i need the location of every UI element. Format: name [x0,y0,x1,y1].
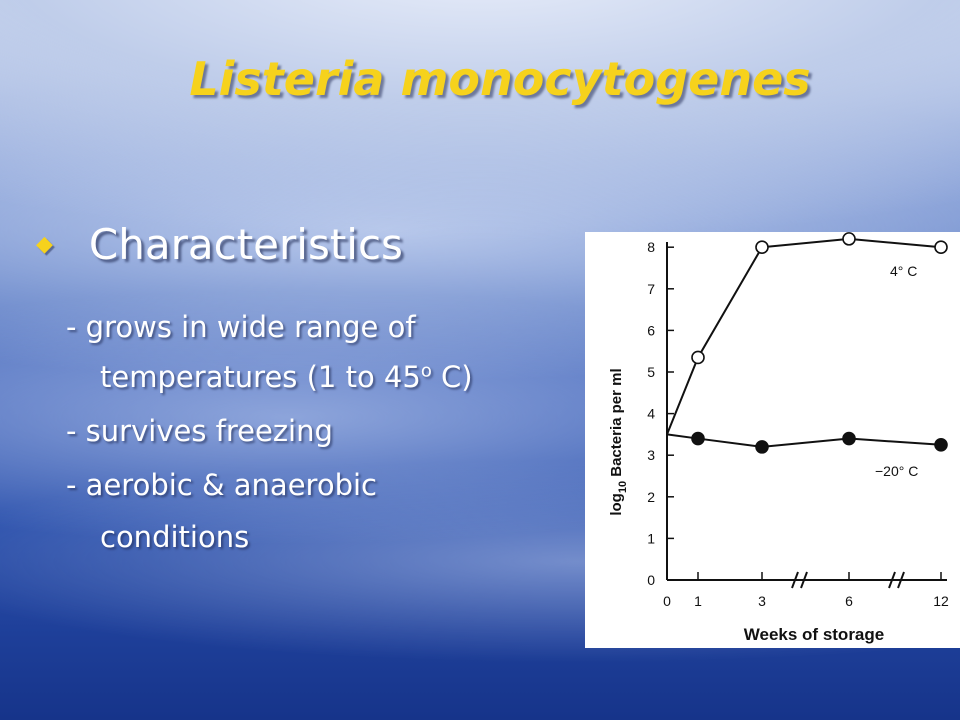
data-point-open [842,232,856,246]
bullet-line-aerobic: - aerobic & anaerobic [66,468,377,502]
slide-title: Listeria monocytogenes [189,52,811,106]
y-axis-label: log10 Bacteria per ml [608,368,629,515]
data-point-filled [691,431,705,446]
line-text: temperatures (1 to 45 [100,360,421,394]
data-point-filled [934,438,948,452]
axis-break-mark [800,571,808,589]
x-tick-label: 12 [933,593,949,609]
data-point-filled [842,431,856,446]
y-tick-label: 0 [647,572,655,588]
y-tick-label: 8 [647,239,655,255]
x-tick-label: 0 [663,593,671,609]
bullet-line-conditions: conditions [100,520,249,554]
line-text: C) [431,360,473,394]
y-tick-label: 2 [647,489,655,505]
bullet-line-temperature-range: temperatures (1 to 45o C) [100,360,473,394]
axis-break-mark [791,571,799,589]
y-tick-label: 1 [647,530,655,546]
x-tick-label: 3 [758,593,766,609]
x-axis-label: Weeks of storage [744,625,884,644]
characteristics-heading: ◆ Characteristics [36,220,403,269]
line-text: conditions [100,520,250,554]
degree-superscript: o [420,360,432,382]
growth-chart-svg: log10 Bacteria per ml Weeks of storage 0… [608,232,949,644]
y-tick-label: 5 [647,364,655,380]
series-line-1 [666,433,942,448]
data-point-open [934,240,948,254]
axis-break-mark [897,571,905,589]
data-point-open [755,240,769,254]
y-tick-label: 7 [647,281,655,297]
x-tick-label: 6 [845,593,853,609]
data-point-filled [755,440,769,454]
diamond-bullet-icon: ◆ [36,232,53,257]
series-label-minus20c: −20° C [875,463,918,479]
axis-break-mark [888,571,896,589]
y-tick-label: 6 [647,322,655,338]
heading-text: Characteristics [88,220,403,269]
line-text: - aerobic & anaerobic [66,468,377,502]
x-tick-label: 1 [694,593,702,609]
line-text: - grows in wide range of [66,310,416,344]
bullet-line-freezing: - survives freezing [66,414,333,448]
y-tick-label: 3 [647,447,655,463]
y-tick-label: 4 [647,406,655,422]
line-text: - survives freezing [66,414,333,448]
series-label-4c: 4° C [890,263,917,279]
data-point-open [691,350,705,365]
bullet-line-temperature: - grows in wide range of [66,310,416,344]
growth-chart: log10 Bacteria per ml Weeks of storage 0… [585,232,960,648]
